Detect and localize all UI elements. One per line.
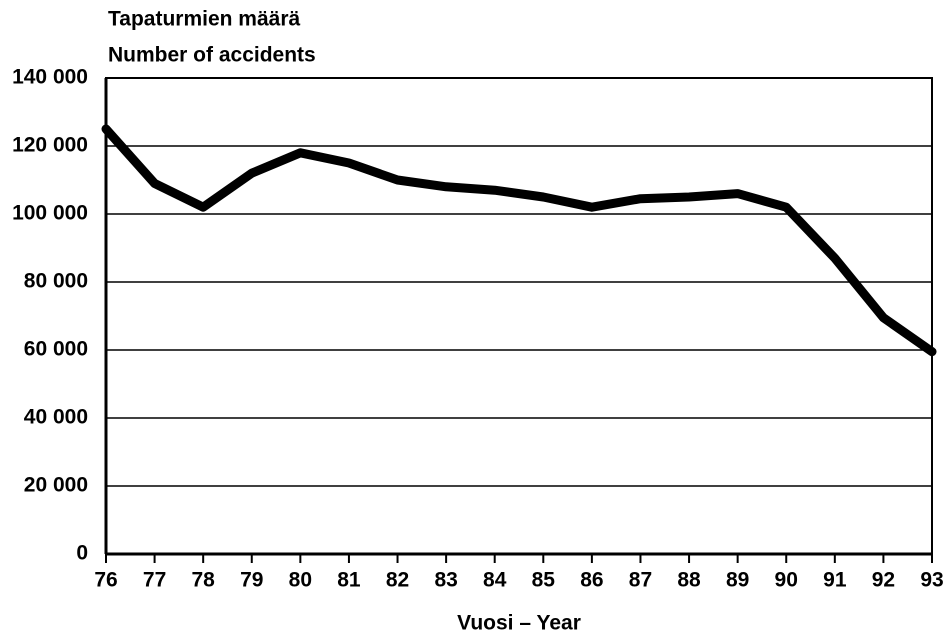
y-tick-label: 120 000	[12, 134, 88, 157]
x-tick-label: 83	[434, 569, 457, 592]
y-tick-label: 140 000	[12, 66, 88, 89]
x-tick-label: 85	[532, 569, 556, 592]
data-line	[101, 124, 937, 357]
x-tick-label: 84	[483, 569, 507, 592]
x-tick-label: 81	[337, 569, 361, 592]
y-axis-title: Number of accidents	[108, 44, 316, 67]
x-tick-label: 89	[726, 569, 749, 592]
plot-border	[105, 77, 933, 555]
x-axis-title: Vuosi – Year	[457, 612, 581, 635]
x-tick-label: 78	[191, 569, 215, 592]
x-tick-label: 79	[240, 569, 263, 592]
x-tick-label: 90	[775, 569, 798, 592]
x-tick-label: 87	[629, 569, 652, 592]
x-tick-label: 91	[823, 569, 847, 592]
y-tick-label: 100 000	[12, 202, 88, 225]
x-tick-label: 93	[920, 569, 943, 592]
y-tick-label: 40 000	[24, 406, 88, 429]
x-tick-label: 82	[386, 569, 409, 592]
x-tick-label: 86	[580, 569, 603, 592]
x-tick-label: 88	[677, 569, 701, 592]
x-tick-label: 80	[289, 569, 312, 592]
y-tick-label: 60 000	[24, 338, 88, 361]
x-tick-label: 76	[94, 569, 117, 592]
x-tick-label: 77	[143, 569, 166, 592]
y-tick-label: 0	[76, 542, 88, 565]
x-tick-label: 92	[872, 569, 895, 592]
y-tick-label: 20 000	[24, 474, 88, 497]
y-tick-label: 80 000	[24, 270, 88, 293]
y-axis-title: Tapaturmien määrä	[108, 8, 300, 31]
